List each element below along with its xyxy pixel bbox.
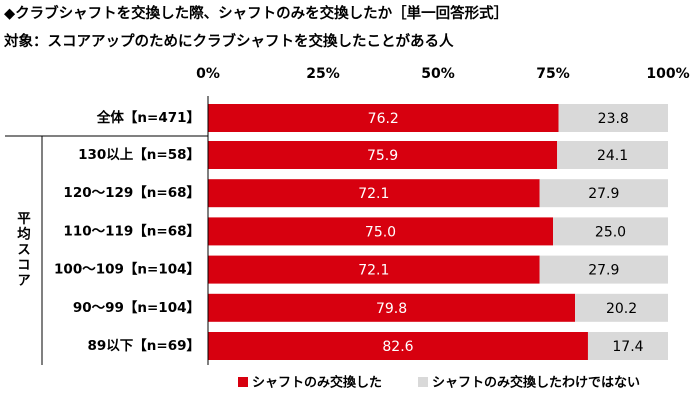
x-tick-label: 75% <box>536 66 570 82</box>
legend-label: シャフトのみ交換した <box>252 375 382 391</box>
bar-segment <box>208 255 540 284</box>
category-label: 130以上【n=58】 <box>78 147 200 163</box>
data-label: 25.0 <box>595 224 626 240</box>
bar-segment <box>208 104 559 132</box>
x-tick-label: 50% <box>421 66 455 82</box>
chart-title: ◆クラブシャフトを交換した際、シャフトのみを交換したか［単一回答形式］ <box>4 4 508 22</box>
bar-segment <box>208 179 540 208</box>
bar-segment <box>553 217 668 246</box>
category-label: 110～119【n=68】 <box>63 223 200 239</box>
bar-segment <box>539 179 668 208</box>
bar-segment <box>208 217 553 246</box>
data-label: 82.6 <box>382 339 413 355</box>
legend-label: シャフトのみ交換したわけではない <box>432 375 640 391</box>
data-label: 17.4 <box>612 339 643 355</box>
x-tick-label: 25% <box>306 66 340 82</box>
data-label: 75.9 <box>367 148 398 164</box>
legend-swatch <box>418 377 428 387</box>
bar-segment <box>587 332 668 360</box>
bar-segment <box>557 141 668 169</box>
category-label: 90～99【n=104】 <box>73 300 200 316</box>
data-label: 20.2 <box>606 301 637 317</box>
x-tick-label: 100% <box>646 66 689 82</box>
bar-segment <box>208 332 588 360</box>
data-label: 76.2 <box>368 111 399 127</box>
bar-segment <box>558 104 668 132</box>
bar-segment <box>208 141 558 169</box>
category-label: 100～109【n=104】 <box>54 262 200 278</box>
data-label: 27.9 <box>588 263 619 279</box>
legend-swatch <box>238 377 248 387</box>
bar-segment <box>539 255 668 284</box>
bar-segment <box>575 293 668 322</box>
category-group-label: 平均スコア <box>14 211 31 289</box>
category-label: 120～129【n=68】 <box>63 185 200 201</box>
bar-segment <box>208 293 576 322</box>
x-tick-label: 0% <box>196 66 220 82</box>
data-label: 72.1 <box>358 263 389 279</box>
data-label: 23.8 <box>598 111 629 127</box>
chart-subtitle: 対象：スコアアップのためにクラブシャフトを交換したことがある人 <box>3 32 454 50</box>
data-label: 75.0 <box>365 224 396 240</box>
data-label: 24.1 <box>597 148 628 164</box>
data-label: 27.9 <box>588 186 619 202</box>
data-label: 79.8 <box>376 301 407 317</box>
category-label: 89以下【n=69】 <box>88 338 201 354</box>
data-label: 72.1 <box>358 186 389 202</box>
category-label: 全体【n=471】 <box>96 109 200 126</box>
